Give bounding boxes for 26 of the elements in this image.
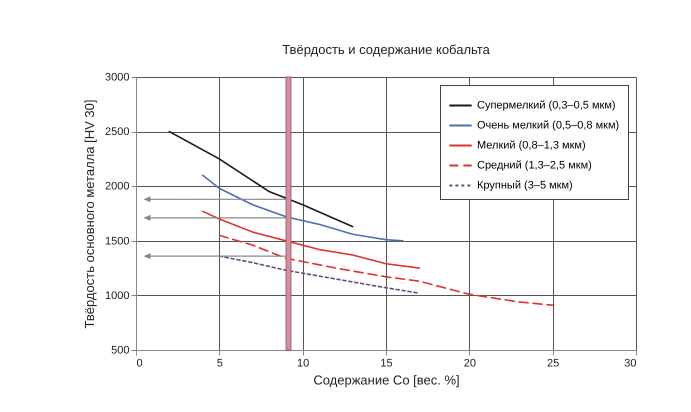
legend-label: Супермелкий (0,3–0,5 мкм) [477,100,616,112]
y-tick-label: 1000 [105,290,130,302]
x-tick-label: 10 [297,358,310,370]
legend-label: Очень мелкий (0,5–0,8 мкм) [477,120,620,132]
x-axis-title: Содержание Co [вес. %] [313,372,460,388]
chart-title: Твёрдость и содержание кобальта [282,42,491,57]
x-tick-label: 25 [547,358,560,370]
x-tick-label: 5 [216,358,223,370]
line-series [168,130,354,228]
x-tick-label: 0 [136,358,143,370]
y-tick-label: 3000 [105,72,130,84]
y-tick-label: 500 [111,344,130,356]
line-series [202,210,420,269]
y-tick-label: 2500 [105,126,130,138]
line-series [218,255,420,294]
legend-label: Крупный (3–5 мкм) [477,180,573,192]
y-axis-title: Твёрдость основного металла [HV 30] [82,100,98,328]
x-tick-label: 15 [380,358,393,370]
legend-label: Мелкий (0,8–1,3 мкм) [477,140,586,152]
y-tick-label: 1500 [105,235,130,248]
x-tick-label: 20 [464,358,476,370]
y-tick-label: 2000 [105,180,130,193]
line-series [202,174,404,242]
line-series [218,234,554,306]
x-tick-label: 30 [624,358,636,370]
legend-label: Средний (1,3–2,5 мкм) [477,160,592,172]
